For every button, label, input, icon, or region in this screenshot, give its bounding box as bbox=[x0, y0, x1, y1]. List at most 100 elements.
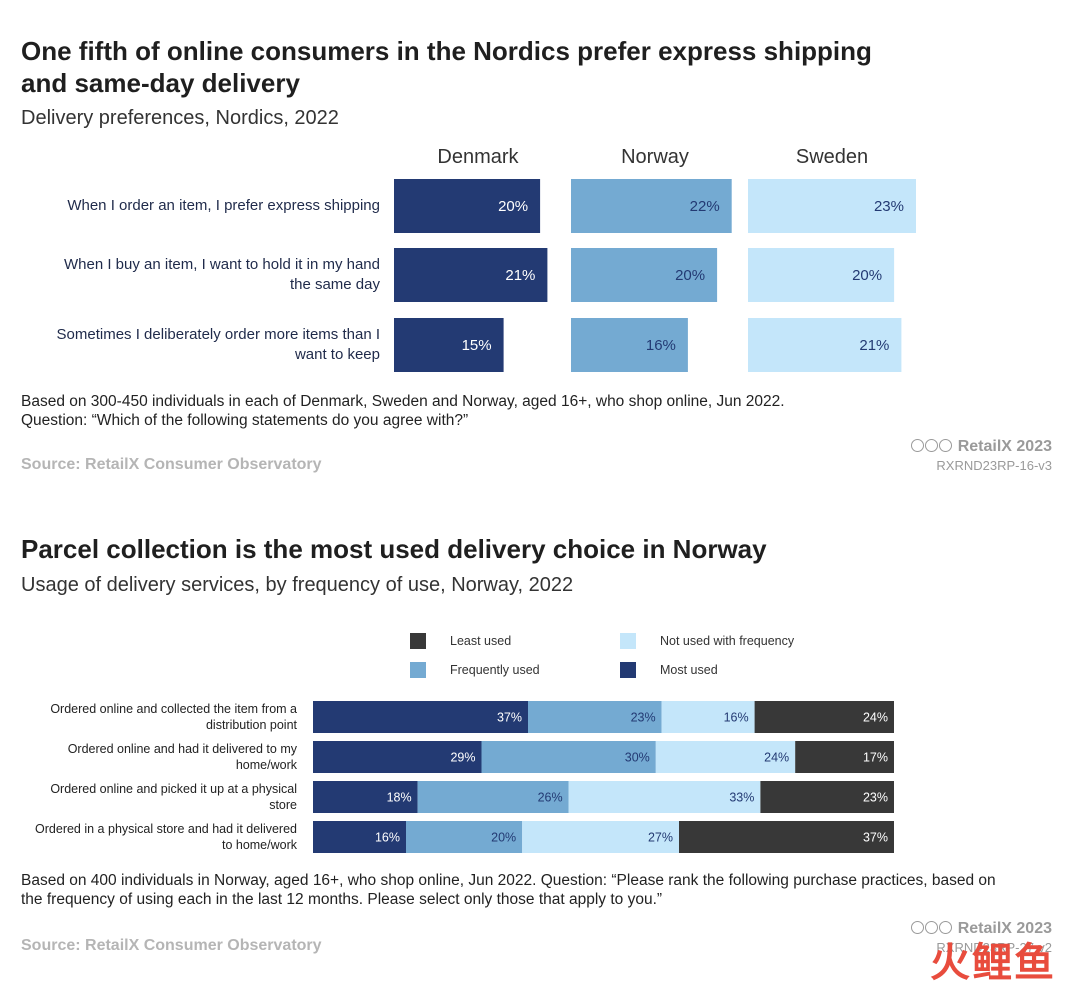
segment-frequently-used-row2 bbox=[481, 741, 656, 773]
chart1-brand: RetailX 2023 bbox=[911, 438, 1052, 456]
segment-label-not-used-with-frequency-row1: 16% bbox=[724, 711, 749, 725]
legend-label: Least used bbox=[450, 634, 512, 648]
bar-denmark-row2 bbox=[394, 248, 548, 302]
legend-item-not-used-with-frequency: Not used with frequency bbox=[620, 633, 794, 649]
segment-label-most-used-row3: 18% bbox=[387, 791, 412, 805]
segment-label-least-used-row2: 17% bbox=[863, 751, 888, 765]
nd-license-icon bbox=[939, 921, 953, 934]
legend-label: Frequently used bbox=[450, 663, 540, 677]
bar-label-norway-row1: 22% bbox=[690, 198, 720, 215]
row-label-4-line1: Ordered in a physical store and had it d… bbox=[35, 822, 297, 836]
segment-label-not-used-with-frequency-row2: 24% bbox=[764, 751, 789, 765]
row-label-3-line2: store bbox=[269, 798, 297, 812]
row-label-3-line1: Ordered online and picked it up at a phy… bbox=[50, 782, 297, 796]
chart1-title-line2: and same-day delivery bbox=[21, 68, 300, 98]
segment-least-used-row3 bbox=[760, 781, 894, 813]
segment-frequently-used-row1 bbox=[528, 701, 662, 733]
segment-label-frequently-used-row2: 30% bbox=[625, 751, 650, 765]
bar-denmark-row3 bbox=[394, 318, 504, 372]
column-header-sweden: Sweden bbox=[795, 146, 869, 168]
legend-label: Most used bbox=[660, 663, 718, 677]
segment-most-used-row1 bbox=[313, 701, 528, 733]
segment-most-used-row2 bbox=[313, 741, 482, 773]
row-label-1-line2: distribution point bbox=[205, 718, 297, 732]
segment-not-used-with-frequency-row4 bbox=[522, 821, 680, 853]
segment-label-not-used-with-frequency-row4: 27% bbox=[648, 831, 673, 845]
bar-label-sweden-row2: 20% bbox=[852, 267, 882, 284]
row-label-2: When I buy an item, I want to hold it in… bbox=[0, 255, 380, 295]
segment-label-most-used-row4: 16% bbox=[375, 831, 400, 845]
legend-swatch bbox=[410, 633, 426, 649]
segment-frequently-used-row4 bbox=[406, 821, 523, 853]
legend-item-frequently-used: Frequently used bbox=[410, 662, 540, 678]
bar-label-denmark-row1: 20% bbox=[498, 198, 528, 215]
segment-label-least-used-row1: 24% bbox=[863, 711, 888, 725]
row-label-2-line1: When I buy an item, I want to hold it in… bbox=[64, 256, 380, 273]
segment-label-least-used-row4: 37% bbox=[863, 831, 888, 845]
bar-sweden-row2 bbox=[748, 248, 895, 302]
row-label-4-line2: to home/work bbox=[221, 838, 297, 852]
chart2-subtitle: Usage of delivery services, by frequency… bbox=[21, 574, 574, 596]
chart1-code: RXRND23RP-16-v3 bbox=[936, 458, 1052, 473]
row-label-1-line1: Ordered online and collected the item fr… bbox=[50, 702, 297, 716]
cc-license-icon bbox=[911, 921, 925, 934]
row-label-2-line2: home/work bbox=[235, 758, 297, 772]
bar-label-norway-row2: 20% bbox=[675, 267, 705, 284]
chart2-code: RXRND23RP-27-v2 bbox=[936, 940, 1052, 955]
chart2-title: Parcel collection is the most used deliv… bbox=[21, 534, 767, 564]
row-label-2-line2: the same day bbox=[289, 276, 380, 293]
segment-label-not-used-with-frequency-row3: 33% bbox=[729, 791, 754, 805]
legend-swatch bbox=[620, 633, 636, 649]
chart2-note-line2: the frequency of using each in the last … bbox=[21, 891, 663, 908]
segment-least-used-row4 bbox=[679, 821, 894, 853]
segment-not-used-with-frequency-row3 bbox=[568, 781, 761, 813]
chart1-subtitle: Delivery preferences, Nordics, 2022 bbox=[21, 107, 339, 129]
chart1-bar-grid: 20% 21% 15% 22% 20% 16% 23% 20% 21% bbox=[394, 179, 916, 372]
by-license-icon bbox=[925, 439, 939, 452]
chart1-title: One fifth of online consumers in the Nor… bbox=[21, 35, 1021, 99]
cc-license-icon bbox=[911, 439, 925, 452]
chart1-brand-text: RetailX 2023 bbox=[957, 438, 1052, 455]
legend-label: Not used with frequency bbox=[660, 634, 795, 648]
segment-frequently-used-row3 bbox=[417, 781, 569, 813]
chart1-source: Source: RetailX Consumer Observatory bbox=[21, 456, 322, 473]
chart2-brand: RetailX 2023 bbox=[911, 920, 1052, 938]
watermark-logo: 火鲤鱼 bbox=[930, 941, 1056, 985]
chart2-note-line1: Based on 400 individuals in Norway, aged… bbox=[21, 872, 996, 889]
chart2-stacked-bars: 37% 23% 16% 24% 29% 30% 24% 17% 18% 26% 33% 23% 16% 2… bbox=[313, 701, 894, 853]
segment-label-least-used-row3: 23% bbox=[863, 791, 888, 805]
bar-sweden-row1 bbox=[748, 179, 916, 233]
bar-label-norway-row3: 16% bbox=[646, 337, 676, 354]
segment-not-used-with-frequency-row2 bbox=[655, 741, 796, 773]
legend-swatch bbox=[620, 662, 636, 678]
segment-label-frequently-used-row3: 26% bbox=[538, 791, 563, 805]
row-label-1-line1: When I order an item, I prefer express s… bbox=[67, 197, 380, 214]
chart2-brand-text: RetailX 2023 bbox=[957, 920, 1052, 937]
segment-label-frequently-used-row4: 20% bbox=[491, 831, 516, 845]
row-label-3: Ordered online and picked it up at a phy… bbox=[0, 781, 297, 813]
chart1-note: Based on 300-450 individuals in each of … bbox=[21, 392, 1061, 430]
row-label-3-line2: want to keep bbox=[294, 346, 380, 363]
segment-least-used-row2 bbox=[795, 741, 894, 773]
chart2-source: Source: RetailX Consumer Observatory bbox=[21, 937, 322, 954]
chart1-note-line2: Question: “Which of the following statem… bbox=[21, 412, 469, 429]
row-label-2-line1: Ordered online and had it delivered to m… bbox=[67, 742, 297, 756]
segment-most-used-row4 bbox=[313, 821, 406, 853]
legend-swatch bbox=[410, 662, 426, 678]
segment-label-frequently-used-row1: 23% bbox=[631, 711, 656, 725]
bar-label-denmark-row2: 21% bbox=[505, 267, 535, 284]
segment-not-used-with-frequency-row1 bbox=[661, 701, 755, 733]
bar-norway-row2 bbox=[571, 248, 718, 302]
bar-label-denmark-row3: 15% bbox=[462, 337, 492, 354]
column-header-denmark: Denmark bbox=[437, 146, 519, 168]
bar-norway-row1 bbox=[571, 179, 732, 233]
row-label-3-line1: Sometimes I deliberately order more item… bbox=[56, 326, 380, 343]
bar-label-sweden-row3: 21% bbox=[859, 337, 889, 354]
legend-item-most-used: Most used bbox=[620, 662, 718, 678]
by-license-icon bbox=[925, 921, 939, 934]
segment-most-used-row3 bbox=[313, 781, 418, 813]
row-label-3: Sometimes I deliberately order more item… bbox=[0, 325, 380, 365]
row-label-1: Ordered online and collected the item fr… bbox=[0, 701, 297, 733]
row-label-1: When I order an item, I prefer express s… bbox=[0, 196, 380, 216]
row-label-4: Ordered in a physical store and had it d… bbox=[0, 821, 297, 853]
